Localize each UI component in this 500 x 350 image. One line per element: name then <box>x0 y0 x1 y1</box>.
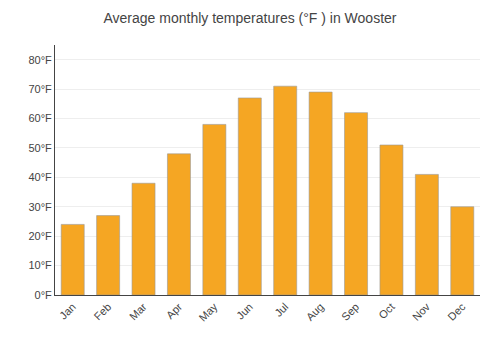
svg-text:Apr: Apr <box>164 300 185 321</box>
svg-text:Jun: Jun <box>234 301 255 322</box>
svg-text:May: May <box>197 300 221 324</box>
svg-text:50°F: 50°F <box>28 142 52 154</box>
svg-text:40°F: 40°F <box>28 171 52 183</box>
svg-text:Jul: Jul <box>272 301 290 319</box>
svg-text:60°F: 60°F <box>28 112 52 124</box>
svg-text:Feb: Feb <box>92 301 114 323</box>
svg-text:Aug: Aug <box>304 301 326 323</box>
svg-text:70°F: 70°F <box>28 83 52 95</box>
svg-text:Oct: Oct <box>376 301 397 322</box>
svg-text:0°F: 0°F <box>35 289 53 301</box>
svg-text:Average monthly temperatures (: Average monthly temperatures (°F ) in Wo… <box>104 10 397 26</box>
svg-text:Dec: Dec <box>445 300 468 323</box>
svg-text:20°F: 20°F <box>28 230 52 242</box>
svg-text:Sep: Sep <box>339 301 361 323</box>
svg-text:Jan: Jan <box>57 301 78 322</box>
svg-text:Mar: Mar <box>127 300 149 322</box>
svg-text:Nov: Nov <box>410 300 433 323</box>
svg-text:10°F: 10°F <box>28 259 52 271</box>
svg-text:30°F: 30°F <box>28 201 52 213</box>
svg-text:80°F: 80°F <box>28 54 52 66</box>
